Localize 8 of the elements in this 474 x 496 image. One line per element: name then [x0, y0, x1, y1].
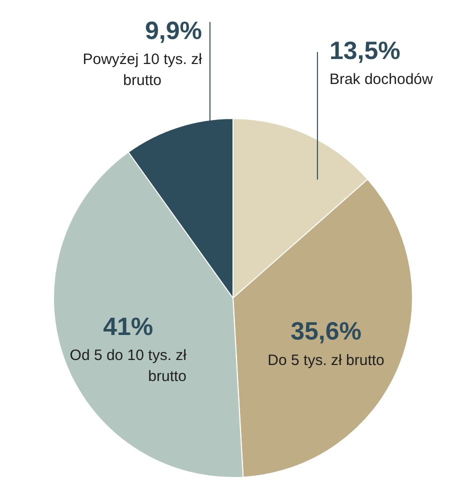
data-label: 13,5% — [329, 36, 400, 65]
slice-label: Powyżej 10 tys. zł brutto — [82, 51, 203, 90]
data-label: 41% — [103, 312, 154, 341]
slice-label: Brak dochodów — [329, 71, 434, 88]
data-label: 9,9% — [144, 16, 202, 45]
slice-label: Od 5 do 10 tys. zł brutto — [70, 347, 188, 386]
data-label: 35,6% — [290, 318, 362, 346]
slice-label: Do 5 tys. zł brutto — [268, 352, 384, 369]
